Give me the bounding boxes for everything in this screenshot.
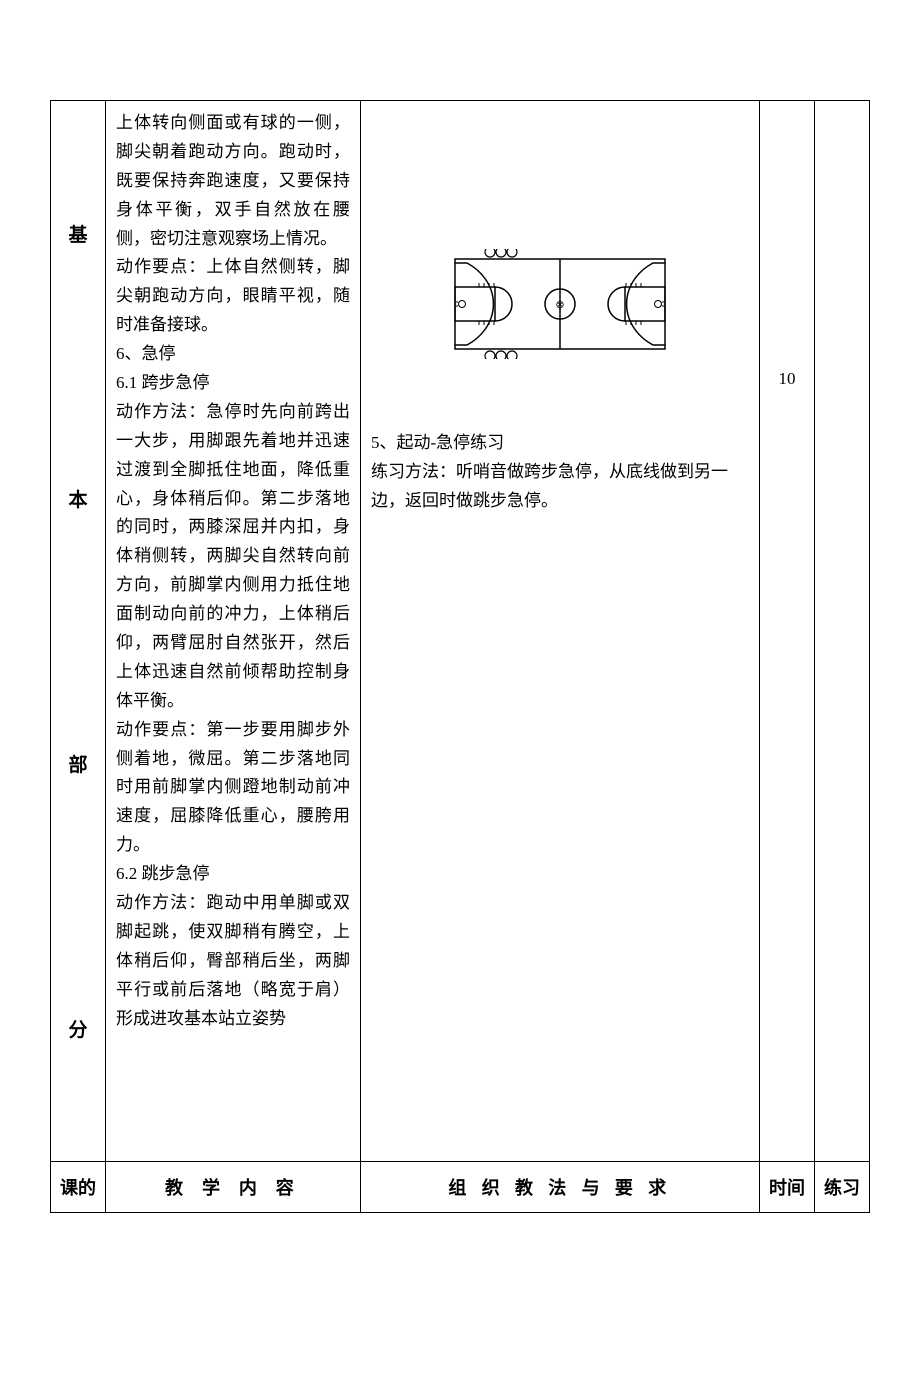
method-text-block: 5、起动-急停练习 练习方法：听哨音做跨步急停，从底线做到另一边，返回时做跳步急… (371, 409, 749, 516)
time-cell: 10 (760, 101, 815, 1162)
teaching-method-cell: ⊗ (361, 101, 760, 1162)
teaching-content-cell: 上体转向侧面或有球的一侧，脚尖朝着跑动方向。跑动时，既要保持奔跑速度，又要保持身… (106, 101, 361, 1162)
content-row: 基 本 部 分 上体转向侧面或有球的一侧，脚尖朝着跑动方向。跑动时，既要保持奔跑… (51, 101, 870, 1162)
svg-text:⊗: ⊗ (555, 299, 564, 311)
section-char-2: 本 (68, 485, 87, 512)
header-time: 时间 (760, 1162, 815, 1213)
section-char-1: 基 (68, 220, 87, 247)
time-value: 10 (770, 109, 804, 389)
lesson-plan-table: 基 本 部 分 上体转向侧面或有球的一侧，脚尖朝着跑动方向。跑动时，既要保持奔跑… (50, 100, 870, 1213)
header-section: 课的 (51, 1162, 106, 1213)
header-method: 组 织 教 法 与 要 求 (361, 1162, 760, 1213)
court-diagram-container: ⊗ (371, 109, 749, 409)
practice-cell (815, 101, 870, 1162)
basketball-court-icon: ⊗ (445, 249, 675, 359)
teaching-content-text: 上体转向侧面或有球的一侧，脚尖朝着跑动方向。跑动时，既要保持奔跑速度，又要保持身… (116, 109, 350, 1034)
section-label-vertical: 基 本 部 分 (51, 101, 105, 1161)
header-content: 教 学 内 容 (106, 1162, 361, 1213)
method-description: 练习方法：听哨音做跨步急停，从底线做到另一边，返回时做跳步急停。 (371, 458, 749, 516)
header-method-text: 组 织 教 法 与 要 求 (448, 1178, 671, 1198)
section-label-cell: 基 本 部 分 (51, 101, 106, 1162)
header-content-text: 教 学 内 容 (165, 1178, 301, 1198)
section-char-3: 部 (68, 750, 87, 777)
method-title: 5、起动-急停练习 (371, 429, 749, 458)
header-practice: 练习 (815, 1162, 870, 1213)
section-char-4: 分 (68, 1015, 87, 1042)
header-row: 课的 教 学 内 容 组 织 教 法 与 要 求 时间 练习 (51, 1162, 870, 1213)
